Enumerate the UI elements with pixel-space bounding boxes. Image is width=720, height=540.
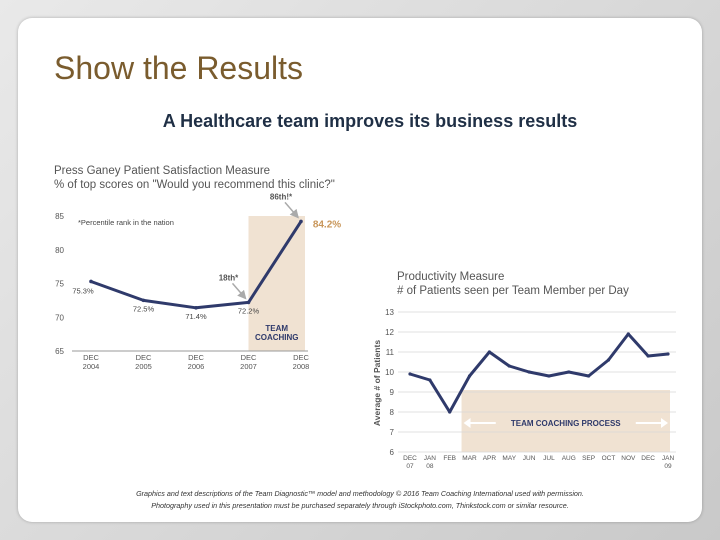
chart2-point [666, 352, 670, 356]
caption-line-1: Graphics and text descriptions of the Te… [136, 489, 584, 498]
chart2-point [606, 358, 611, 362]
chart1-subtitle: % of top scores on "Would you recommend … [54, 179, 335, 191]
chart2-x-tick: MAY [502, 455, 516, 462]
chart2-title: Productivity Measure [397, 271, 504, 283]
chart1-y-tick: 65 [55, 347, 64, 356]
chart2-y-tick: 13 [385, 308, 394, 317]
chart2-x-tick: DEC [403, 455, 417, 462]
satisfaction-chart: Press Ganey Patient Satisfaction Measure… [48, 165, 346, 372]
chart2-y-tick: 12 [385, 328, 394, 337]
chart1-annotation: 86th!* [270, 192, 293, 201]
chart2-region-label: TEAM COACHING PROCESS [511, 419, 621, 428]
chart2-point [567, 370, 571, 374]
chart1-x-tick: DEC [293, 353, 309, 362]
caption-line-2: Photography used in this presentation mu… [151, 501, 569, 510]
chart1-x-tick: 2007 [240, 362, 257, 371]
chart1-note: *Percentile rank in the nation [78, 218, 174, 227]
chart1-y-tick: 80 [55, 246, 64, 255]
chart2-point [547, 374, 551, 378]
chart1-point-label: 75.3% [72, 286, 94, 295]
chart2-x-tick: MAR [462, 455, 477, 462]
chart2-point [646, 354, 650, 358]
chart2-x-tick: AUG [562, 455, 576, 462]
chart2-point [408, 372, 412, 376]
chart1-point-label: 71.4% [185, 312, 207, 321]
chart1-annotation-arrow [284, 201, 299, 219]
chart2-y-tick: 9 [390, 388, 395, 397]
chart2-x-tick: JUL [543, 455, 555, 462]
chart1-annotation: 18th* [219, 273, 239, 282]
chart1-x-tick: DEC [188, 353, 204, 362]
chart2-region-arrow-right [661, 418, 668, 428]
chart2-point [587, 374, 591, 378]
chart2-subtitle: # of Patients seen per Team Member per D… [397, 285, 629, 297]
slide: Show the Results A Healthcare team impro… [18, 18, 702, 522]
chart2-y-label: Average # of Patients [372, 340, 382, 426]
chart1-point [141, 298, 146, 303]
chart2-point [507, 364, 511, 368]
chart2-point [467, 374, 472, 378]
chart1-point [246, 300, 251, 305]
productivity-chart: Productivity Measure # of Patients seen p… [368, 271, 684, 484]
chart2-x-tick: DEC [641, 455, 655, 462]
chart1-annotation-arrow [231, 282, 247, 300]
chart2-x-tick: 07 [406, 463, 414, 470]
chart1-x-tick: 2004 [83, 362, 100, 371]
chart1-point-label: 72.5% [133, 304, 155, 313]
chart1-x-tick: DEC [136, 353, 152, 362]
chart2-y-tick: 7 [390, 428, 395, 437]
chart2-x-tick: FEB [443, 455, 456, 462]
chart2-point [527, 370, 531, 374]
chart1-title: Press Ganey Patient Satisfaction Measure [54, 165, 270, 177]
chart1-region-label: TEAM [265, 324, 288, 333]
chart2-region-label-bg [495, 416, 636, 430]
chart2-y-tick: 10 [385, 368, 394, 377]
slide-title: Show the Results [54, 50, 304, 86]
chart1-point-label: 72.2% [238, 306, 260, 315]
chart1-x-tick: 2005 [135, 362, 152, 371]
chart2-y-tick: 6 [390, 448, 395, 457]
chart2-x-tick: SEP [582, 455, 595, 462]
chart2-x-tick: OCT [602, 455, 616, 462]
chart2-point [428, 378, 432, 382]
chart2-point [626, 332, 630, 336]
chart1-y-tick: 75 [55, 280, 64, 289]
chart1-x-tick: DEC [83, 353, 99, 362]
main-heading: A Healthcare team improves its business … [162, 111, 578, 131]
chart1-x-tick: DEC [241, 353, 257, 362]
chart2-x-tick: NOV [621, 455, 636, 462]
chart2-x-tick: JUN [523, 455, 536, 462]
chart2-x-tick: JAN [662, 455, 675, 462]
chart1-x-tick: 2008 [293, 362, 310, 371]
chart2-x-tick: 09 [664, 463, 672, 470]
chart1-y-tick: 85 [55, 212, 64, 221]
charts-canvas: Press Ganey Patient Satisfaction Measure… [48, 165, 684, 484]
chart2-x-tick: 08 [426, 463, 434, 470]
chart1-point [194, 306, 198, 310]
chart1-point [89, 279, 93, 284]
chart2-x-tick: JAN [424, 455, 437, 462]
caption: Graphics and text descriptions of the Te… [18, 488, 702, 512]
chart2-y-tick: 8 [390, 408, 395, 417]
chart2-series-line [409, 332, 669, 414]
chart1-point [299, 219, 303, 224]
chart1-region-label: COACHING [255, 333, 299, 342]
chart2-region-arrow-left [463, 418, 471, 428]
chart1-y-tick: 70 [55, 313, 64, 322]
chart2-y-tick: 11 [386, 348, 395, 357]
chart2-point [487, 350, 491, 354]
chart2-point [448, 410, 452, 414]
chart1-coaching-region [248, 216, 305, 351]
chart1-x-tick: 2006 [188, 362, 205, 371]
chart2-x-tick: APR [483, 455, 497, 462]
chart1-point-label: 84.2% [313, 219, 341, 230]
